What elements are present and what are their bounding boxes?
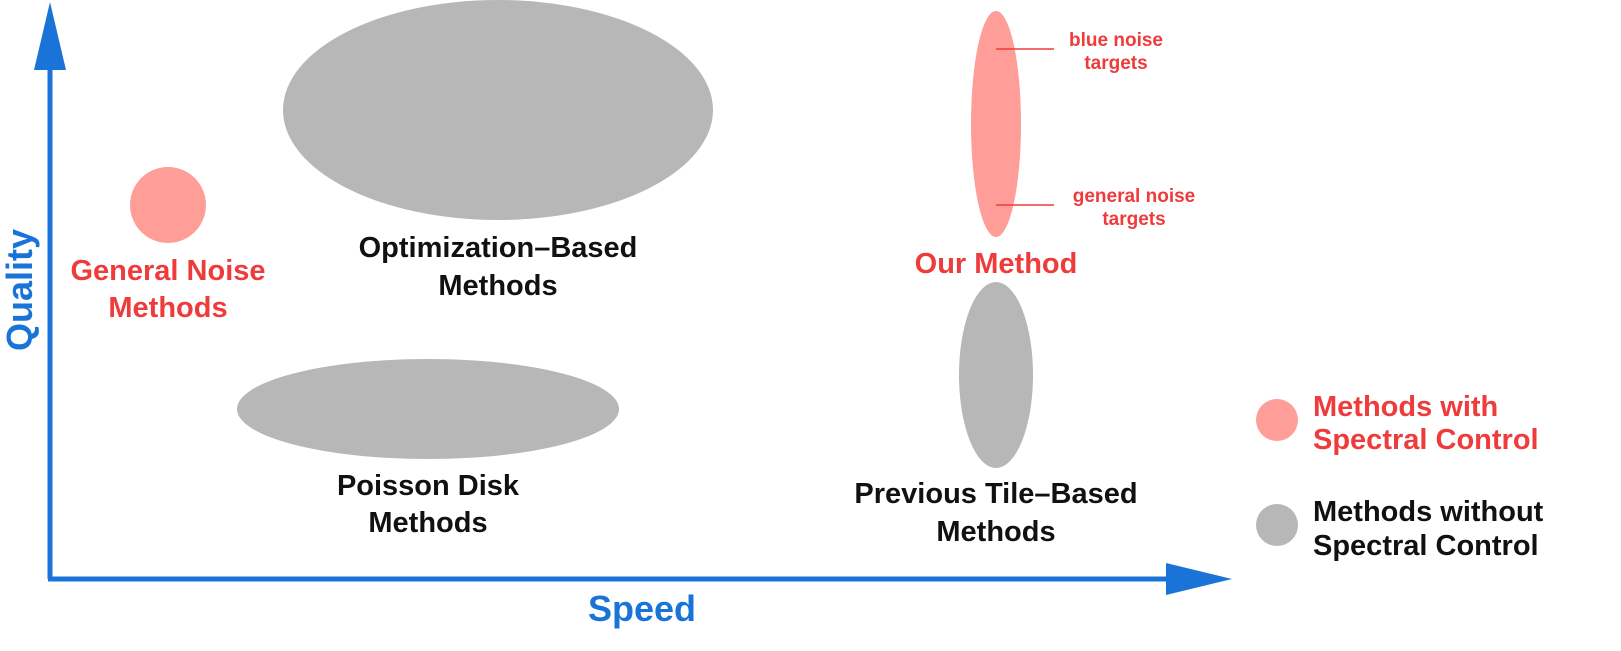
x-axis-arrowhead [1166,563,1232,595]
poisson-disk-methods-label-line2: Methods [368,507,487,539]
blue-noise-targets-label-line2: targets [1084,53,1147,74]
optimization-based-methods-label-line2: Methods [438,270,557,302]
poisson-disk-methods-label-line1: Poisson Disk [337,470,520,502]
legend-with-label-line2: Spectral Control [1313,424,1539,456]
optimization-based-methods-label-line1: Optimization–Based [359,232,638,264]
axes: Speed Quality [0,2,1232,629]
y-axis-arrowhead [34,2,66,70]
y-axis-label: Quality [0,229,40,351]
legend-item-with-spectral-control: Methods with Spectral Control [1256,391,1539,456]
blue-noise-targets-label-line1: blue noise [1069,30,1163,51]
poisson-disk-methods-region [237,359,619,459]
poisson-disk-methods-group: Poisson Disk Methods [237,359,619,539]
general-noise-targets-label-line1: general noise [1073,186,1196,207]
optimization-based-methods-group: Optimization–Based Methods [283,0,713,302]
our-method-region [971,11,1021,237]
our-method-label: Our Method [915,248,1078,280]
previous-tile-based-methods-label-line2: Methods [936,516,1055,548]
previous-tile-based-methods-label-line1: Previous Tile–Based [854,478,1137,510]
optimization-based-methods-region [283,0,713,220]
our-method-group: blue noise targets general noise targets… [915,11,1196,280]
general-noise-methods-marker [130,167,206,243]
previous-tile-based-methods-group: Previous Tile–Based Methods [854,282,1138,548]
general-noise-targets-label-line2: targets [1102,209,1165,230]
general-noise-methods-group: General Noise Methods [70,167,266,324]
legend-with-label-line1: Methods with [1313,391,1498,423]
general-noise-methods-label-line1: General Noise [70,255,265,287]
legend: Methods with Spectral Control Methods wi… [1256,391,1544,562]
general-noise-methods-label-line2: Methods [108,292,227,324]
legend-without-label-line1: Methods without [1313,496,1544,528]
legend-without-label-line2: Spectral Control [1313,530,1539,562]
x-axis-label: Speed [588,588,696,629]
previous-tile-based-methods-region [959,282,1033,468]
legend-swatch-without-spectral-control [1256,504,1298,546]
legend-item-without-spectral-control: Methods without Spectral Control [1256,496,1544,562]
legend-swatch-with-spectral-control [1256,399,1298,441]
